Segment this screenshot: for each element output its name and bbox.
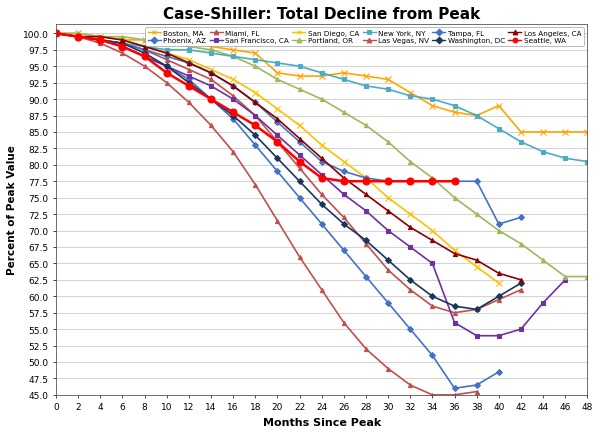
Title: Case-Shiller: Total Decline from Peak: Case-Shiller: Total Decline from Peak (163, 7, 481, 22)
X-axis label: Months Since Peak: Months Since Peak (263, 417, 381, 427)
Legend: Boston, MA, Phoenix, AZ, Miami, FL, San Francisco, CA, San Diego, CA, Portland, : Boston, MA, Phoenix, AZ, Miami, FL, San … (145, 28, 584, 46)
Y-axis label: Percent of Peak Value: Percent of Peak Value (7, 145, 17, 274)
